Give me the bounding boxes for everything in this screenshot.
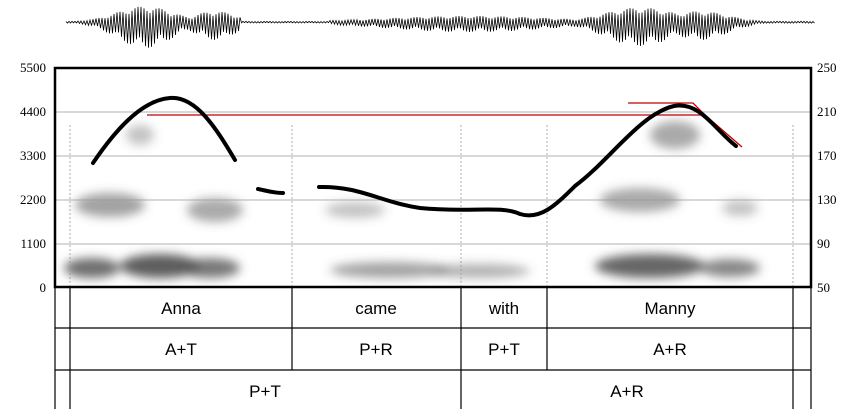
spectral-energy [595,254,705,278]
spectral-energy [330,262,450,278]
waveform-trace [65,6,815,48]
accent-label: A+R [653,340,687,359]
spectral-energy [430,264,530,278]
phrase-label: P+T [249,382,281,401]
spectral-energy [126,125,154,145]
pitch-segment-short [256,187,285,195]
pitch-contour [91,95,738,218]
right-pitch-axis: 250 210 170 130 90 50 [817,60,837,295]
word-tier: Anna came with Manny [161,299,696,318]
spectral-energy [180,258,240,278]
right-tick-label: 130 [817,192,837,207]
left-tick-label: 3300 [20,148,46,163]
accent-label: P+T [488,340,520,359]
right-tick-label: 50 [817,280,830,295]
spectral-energy [700,259,760,277]
spectrogram [64,121,760,278]
spectral-energy [64,258,120,278]
left-tick-label: 4400 [20,104,46,119]
waveform [65,6,815,48]
spectral-energy [120,254,200,278]
right-tick-label: 250 [817,60,837,75]
left-tick-label: 1100 [20,236,46,251]
word-label: with [488,299,519,318]
spectral-energy [325,202,385,218]
spectral-energy [650,121,700,149]
accent-label: A+T [165,340,197,359]
word-label: Manny [644,299,696,318]
spectral-energy [75,193,145,217]
right-tick-label: 90 [817,236,830,251]
word-label: Anna [161,299,201,318]
word-label: came [355,299,397,318]
left-tick-label: 2200 [20,192,46,207]
left-tick-label: 5500 [20,60,46,75]
annotation-tiers [54,287,812,409]
phrase-label: A+R [610,382,644,401]
pitch-segment-middle [317,103,738,218]
plot-frame [53,66,813,289]
accent-tier: A+T P+R P+T A+R [165,340,687,359]
accent-label: P+R [359,340,393,359]
phrase-tier: P+T A+R [249,382,644,401]
spectral-energy [722,200,758,216]
pitch-segment-anna [91,95,237,165]
left-frequency-axis: 5500 4400 3300 2200 1100 0 [20,60,46,295]
left-tick-label: 0 [40,280,47,295]
right-tick-label: 170 [817,148,837,163]
frequency-grid [55,111,811,287]
right-tick-label: 210 [817,104,837,119]
spectral-energy [187,198,243,222]
